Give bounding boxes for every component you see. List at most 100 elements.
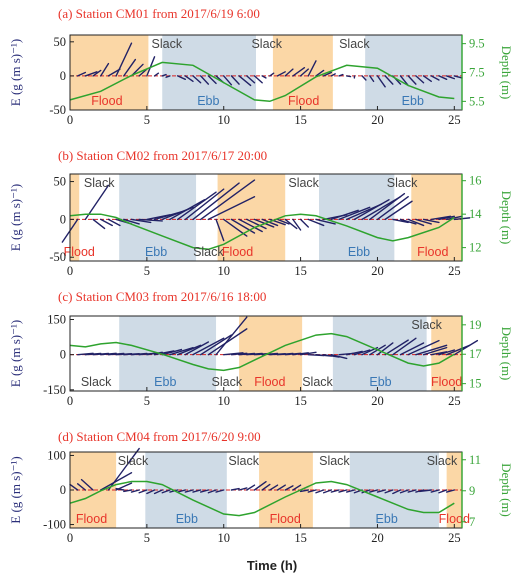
- panel-c: (c) Station CM03 from 2017/6/16 18:00 Sl…: [8, 289, 514, 408]
- x-tick-label: 20: [371, 264, 384, 278]
- flux-vector: [184, 489, 194, 493]
- y-axis-label: E (g (m s)⁻¹): [8, 184, 23, 251]
- flux-vector: [223, 352, 244, 356]
- flux-vector: [223, 75, 233, 86]
- flux-vector: [115, 42, 133, 77]
- flux-vector: [107, 218, 121, 227]
- phase-label: Ebb: [154, 375, 176, 389]
- flux-vector: [299, 68, 309, 77]
- y-tick-label: 150: [47, 313, 66, 327]
- flux-vector: [184, 341, 210, 356]
- flux-vector: [430, 489, 440, 493]
- flux-vector: [415, 344, 448, 356]
- phase-label: Ebb: [197, 94, 219, 108]
- flux-vector: [322, 71, 333, 77]
- flux-vector: [399, 489, 409, 494]
- y-tick-label: 100: [47, 448, 66, 462]
- flux-vector: [384, 75, 394, 85]
- flux-vector: [407, 75, 417, 85]
- flux-vector: [299, 351, 317, 356]
- phase-label: Ebb: [402, 94, 424, 108]
- flux-vector: [153, 72, 160, 77]
- flux-vector: [253, 481, 267, 491]
- x-tick-label: 5: [144, 264, 150, 278]
- phase-label: Slack: [84, 176, 115, 190]
- flux-vector: [199, 489, 210, 493]
- flux-vector: [76, 352, 94, 356]
- phase-label: Ebb: [348, 245, 370, 259]
- phase-label: Slack: [339, 37, 370, 51]
- flux-vector: [330, 209, 359, 221]
- phase-flood-band: [70, 174, 80, 261]
- flux-vector: [176, 191, 217, 221]
- flux-vector: [307, 489, 317, 493]
- flux-vector: [453, 339, 479, 356]
- flux-vector: [161, 348, 183, 356]
- panel-a-plot: Slack Slack Slack Flood Ebb Flood Ebb 0 5 10 15 20 2…: [8, 34, 514, 127]
- flux-vector: [276, 484, 286, 491]
- flux-vector: [100, 218, 113, 227]
- flux-vector: [292, 484, 302, 491]
- flux-vector: [284, 485, 294, 491]
- flux-vector: [261, 483, 271, 491]
- flux-vector: [269, 484, 279, 491]
- panel-d-title: (d) Station CM04 from 2017/6/20 9:00: [58, 429, 261, 444]
- panel-a-title: (a) Station CM01 from 2017/6/19 6:00: [58, 6, 260, 21]
- flux-vector: [338, 489, 348, 493]
- phase-label: Slack: [387, 176, 418, 190]
- flux-vector: [292, 67, 306, 77]
- phase-ebb-band: [162, 35, 257, 110]
- flux-vector: [146, 489, 156, 495]
- flux-vector: [176, 75, 186, 81]
- x-tick-label: 10: [217, 264, 230, 278]
- y-tick-label: -150: [43, 383, 66, 397]
- right-y-tick-label: 17: [469, 347, 482, 361]
- phase-label: Flood: [270, 512, 301, 526]
- x-tick-label: 5: [144, 113, 150, 127]
- flux-vector: [392, 218, 409, 224]
- panel-d: (d) Station CM04 from 2017/6/20 9:00 Sla…: [8, 429, 514, 545]
- flux-vector: [353, 349, 371, 356]
- flux-vector: [215, 489, 225, 493]
- flux-vector: [115, 487, 125, 491]
- x-tick-label: 0: [67, 531, 73, 545]
- phase-flood-band: [217, 174, 286, 261]
- flux-vector: [80, 478, 94, 491]
- flux-vector: [192, 75, 202, 84]
- flux-vector: [261, 75, 267, 79]
- phase-label: Slack: [152, 37, 183, 51]
- flux-vector: [315, 218, 336, 225]
- flux-vector: [299, 218, 309, 228]
- flux-vector: [292, 352, 309, 356]
- flux-vector: [123, 218, 140, 225]
- flux-vector: [438, 489, 448, 494]
- right-y-tick-label: 7: [469, 515, 475, 529]
- right-y-tick-label: 14: [469, 207, 482, 221]
- phase-label: Slack: [288, 176, 319, 190]
- flux-vector: [346, 489, 356, 493]
- flux-vector: [165, 75, 171, 78]
- x-tick-label: 15: [294, 394, 307, 408]
- flux-vector: [346, 75, 352, 78]
- right-y-axis-label: Depth (m): [499, 191, 514, 245]
- flux-vector: [76, 483, 87, 491]
- phase-label: Flood: [431, 375, 462, 389]
- phase-label: Slack: [81, 375, 112, 389]
- right-y-tick-label: 16: [469, 174, 482, 188]
- x-tick-label: 10: [217, 531, 230, 545]
- flux-vector: [338, 73, 344, 77]
- depth-line: [69, 213, 455, 251]
- y-axis-label: E (g (m s)⁻¹): [8, 320, 23, 387]
- flux-vector: [215, 316, 248, 356]
- flux-vector: [100, 472, 133, 491]
- panel-d-plot: Slack Slack Slack Slack Flood Ebb Flood Ebb Floo…: [8, 447, 514, 545]
- flux-vector: [361, 489, 371, 494]
- phase-label: Slack: [302, 375, 333, 389]
- flux-vector: [315, 69, 325, 77]
- flux-vector: [276, 71, 286, 77]
- flux-vector: [422, 218, 440, 224]
- x-tick-label: 25: [448, 264, 461, 278]
- flux-vector: [238, 487, 248, 491]
- flux-vector: [230, 218, 256, 234]
